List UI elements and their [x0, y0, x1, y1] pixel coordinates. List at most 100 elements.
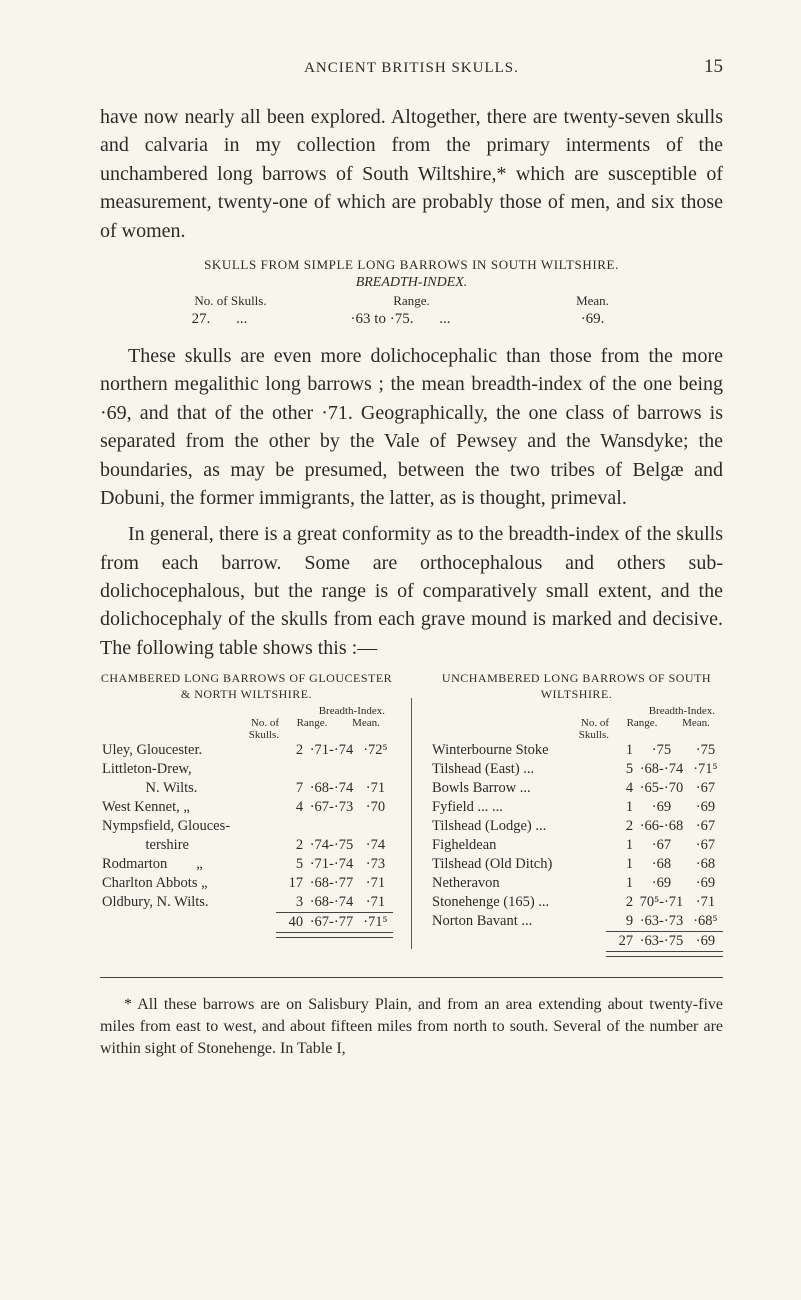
column-divider — [411, 698, 412, 949]
simple-table-cell-skulls: 27. ... — [140, 311, 321, 328]
row-mean: ·71 — [358, 893, 393, 913]
row-mean: ·72⁵ — [358, 741, 393, 760]
simple-table-title: SKULLS FROM SIMPLE LONG BARROWS IN SOUTH… — [100, 257, 723, 273]
row-mean: ·70 — [358, 798, 393, 817]
right-total-mean: ·69 — [688, 931, 723, 951]
row-mean: ·68 — [688, 855, 723, 874]
row-range — [305, 817, 358, 836]
right-tbody: Winterbourne Stoke1·75·75Tilshead (East)… — [430, 741, 723, 932]
row-n: 5 — [276, 855, 305, 874]
row-name: Littleton-Drew, — [100, 760, 276, 779]
row-range: ·68-·74 — [305, 893, 358, 913]
table-row: Nympsfield, Glouces- — [100, 817, 393, 836]
table-row: Tilshead (Old Ditch)1·68·68 — [430, 855, 723, 874]
row-n: 4 — [606, 779, 635, 798]
right-table-title: UNCHAMBERED LONG BARROWS OF SOUTH WILTSH… — [430, 670, 723, 702]
running-title: ANCIENT BRITISH SKULLS. — [140, 60, 683, 77]
right-data-table: Winterbourne Stoke1·75·75Tilshead (East)… — [430, 741, 723, 957]
table-row: Tilshead (East) ...5·68-·74·71⁵ — [430, 760, 723, 779]
row-n: 7 — [276, 779, 305, 798]
simple-table-header-range: Range. — [321, 293, 502, 309]
row-name: tershire — [100, 836, 276, 855]
paragraph-2: These skulls are even more dolichocephal… — [100, 342, 723, 512]
table-row: Littleton-Drew, — [100, 760, 393, 779]
paragraph-1: have now nearly all been explored. Altog… — [100, 103, 723, 245]
row-range: ·68-·74 — [635, 760, 688, 779]
left-col-headers: No. of Skulls. Range. Mean. — [100, 717, 393, 741]
simple-table-subtitle: BREADTH-INDEX. — [100, 275, 723, 291]
row-mean: ·68⁵ — [688, 912, 723, 932]
footnote: * All these barrows are on Salisbury Pla… — [100, 994, 723, 1060]
left-total-n: 40 — [276, 912, 305, 932]
row-name: N. Wilts. — [100, 779, 276, 798]
table-row: Oldbury, N. Wilts.3·68-·74·71 — [100, 893, 393, 913]
left-data-table: Uley, Gloucester.2·71-·74·72⁵Littleton-D… — [100, 741, 393, 938]
table-row: Rodmarton „5·71-·74·73 — [100, 855, 393, 874]
row-mean: ·69 — [688, 798, 723, 817]
row-name: Tilshead (East) ... — [430, 760, 606, 779]
row-name: Oldbury, N. Wilts. — [100, 893, 276, 913]
row-name: Nympsfield, Glouces- — [100, 817, 276, 836]
simple-table-cell-mean: ·69. — [502, 311, 683, 328]
left-total-underline — [100, 932, 393, 937]
right-header-range: Range. — [615, 717, 669, 741]
row-name: Charlton Abbots „ — [100, 874, 276, 893]
simple-table-headers: No. of Skulls. Range. Mean. — [140, 293, 683, 309]
left-column: CHAMBERED LONG BARROWS OF GLOUCESTER & N… — [100, 670, 393, 957]
page: ANCIENT BRITISH SKULLS. 15 have now near… — [0, 0, 801, 1300]
row-range: ·69 — [635, 874, 688, 893]
row-n: 17 — [276, 874, 305, 893]
left-table-title: CHAMBERED LONG BARROWS OF GLOUCESTER & N… — [100, 670, 393, 702]
right-total-row: 27 ·63-·75 ·69 — [430, 931, 723, 951]
row-mean: ·74 — [358, 836, 393, 855]
row-name: Norton Bavant ... — [430, 912, 606, 932]
row-n: 9 — [606, 912, 635, 932]
row-name: Winterbourne Stoke — [430, 741, 606, 760]
row-range: ·69 — [635, 798, 688, 817]
table-row: Stonehenge (165) ...270⁵-·71·71 — [430, 893, 723, 912]
right-total-range: ·63-·75 — [635, 931, 688, 951]
paragraph-3: In general, there is a great conformity … — [100, 520, 723, 662]
row-name: Tilshead (Old Ditch) — [430, 855, 606, 874]
row-name: Rodmarton „ — [100, 855, 276, 874]
row-range: ·66-·68 — [635, 817, 688, 836]
row-n: 1 — [606, 741, 635, 760]
simple-table-header-skulls: No. of Skulls. — [140, 293, 321, 309]
row-n: 2 — [276, 836, 305, 855]
right-header-noof: No. of Skulls. — [430, 717, 615, 741]
row-range: ·68-·74 — [305, 779, 358, 798]
right-column: UNCHAMBERED LONG BARROWS OF SOUTH WILTSH… — [430, 670, 723, 957]
row-n: 3 — [276, 893, 305, 913]
row-n: 2 — [276, 741, 305, 760]
right-col-headers: No. of Skulls. Range. Mean. — [430, 717, 723, 741]
row-mean: ·71 — [358, 779, 393, 798]
row-mean — [358, 817, 393, 836]
row-n: 2 — [606, 893, 635, 912]
row-name: West Kennet, „ — [100, 798, 276, 817]
row-range: ·68 — [635, 855, 688, 874]
table-row: Figheldean1·67·67 — [430, 836, 723, 855]
row-range: ·68-·77 — [305, 874, 358, 893]
row-name: Bowls Barrow ... — [430, 779, 606, 798]
row-n: 5 — [606, 760, 635, 779]
left-bi-label: Breadth-Index. — [100, 705, 393, 717]
left-header-range: Range. — [285, 717, 339, 741]
table-row: Norton Bavant ...9·63-·73·68⁵ — [430, 912, 723, 932]
row-mean: ·67 — [688, 836, 723, 855]
table-row: Tilshead (Lodge) ...2·66-·68·67 — [430, 817, 723, 836]
table-row: N. Wilts.7·68-·74·71 — [100, 779, 393, 798]
row-range: ·67-·73 — [305, 798, 358, 817]
row-mean: ·67 — [688, 817, 723, 836]
table-row: Netheravon1·69·69 — [430, 874, 723, 893]
row-n: 4 — [276, 798, 305, 817]
row-n — [276, 760, 305, 779]
table-row: Charlton Abbots „17·68-·77·71 — [100, 874, 393, 893]
row-mean: ·71 — [358, 874, 393, 893]
row-n: 1 — [606, 798, 635, 817]
row-name: Fyfield ... ... — [430, 798, 606, 817]
row-range — [305, 760, 358, 779]
row-mean: ·73 — [358, 855, 393, 874]
simple-table-header-mean: Mean. — [502, 293, 683, 309]
row-range: ·71-·74 — [305, 855, 358, 874]
row-mean — [358, 760, 393, 779]
